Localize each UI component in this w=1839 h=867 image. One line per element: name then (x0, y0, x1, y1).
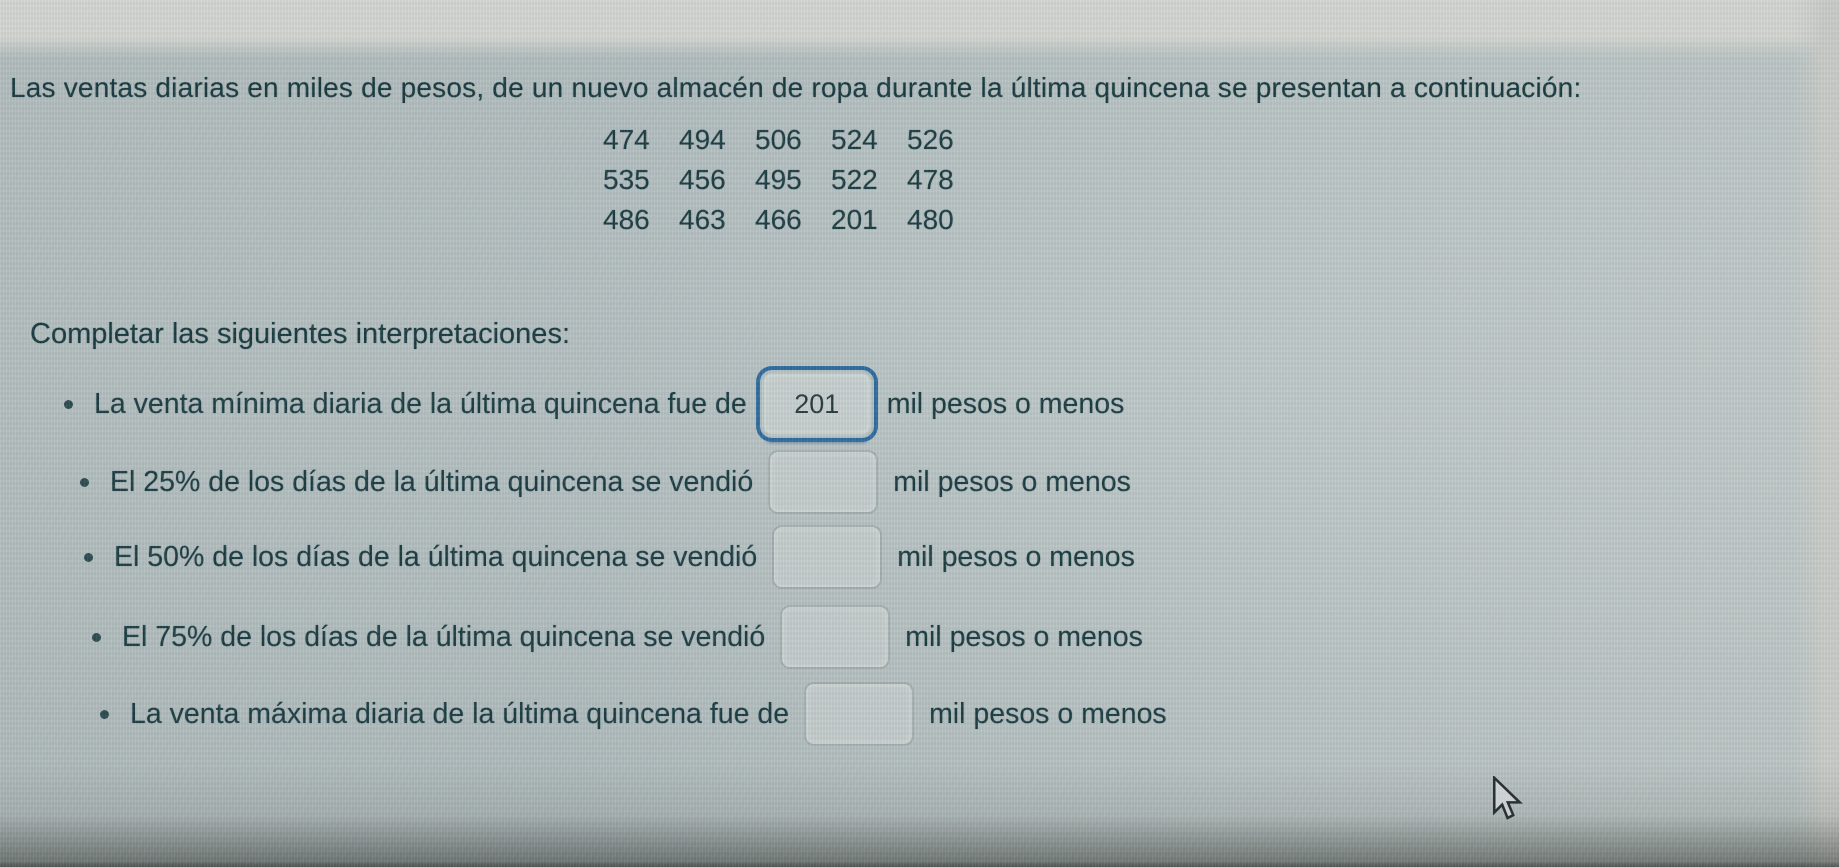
bullet-icon (92, 632, 101, 642)
answer-field-wrapper (768, 450, 879, 514)
sales-value: 495 (755, 164, 802, 195)
arrow-cursor-icon (1492, 776, 1523, 820)
percentile-50-input[interactable] (772, 525, 883, 589)
interpretation-prefix: El 75% de los días de la última quincena… (122, 620, 766, 653)
interpretation-row-minimum: La venta mínima diaria de la última quin… (64, 364, 1124, 444)
sales-value: 480 (907, 204, 954, 235)
sales-value: 535 (603, 164, 650, 195)
sales-data-table: 474 494 506 524 526 535 456 495 522 478 … (603, 124, 983, 235)
interpretation-suffix: mil pesos o menos (905, 620, 1143, 653)
sales-value: 463 (679, 204, 726, 235)
answer-field-wrapper (804, 682, 915, 746)
interpretation-row-percentile-75: El 75% de los días de la última quincena… (92, 597, 1143, 677)
interpretation-prefix: El 50% de los días de la última quincena… (114, 540, 758, 573)
instruction-text: Completar las siguientes interpretacione… (30, 318, 570, 350)
interpretation-row-percentile-25: El 25% de los días de la última quincena… (80, 442, 1131, 522)
sales-value: 526 (907, 124, 954, 155)
minimum-sale-input[interactable] (761, 372, 872, 436)
bullet-icon (84, 552, 93, 562)
answer-field-wrapper (780, 605, 891, 669)
exercise-prompt: Las ventas diarias en miles de pesos, de… (10, 72, 1582, 103)
interpretation-prefix: El 25% de los días de la última quincena… (110, 465, 754, 498)
answer-field-wrapper (761, 372, 872, 436)
sales-value: 456 (679, 164, 726, 195)
sales-value: 466 (755, 204, 802, 235)
sales-value: 524 (831, 124, 878, 155)
interpretation-suffix: mil pesos o menos (893, 465, 1131, 498)
interpretation-suffix: mil pesos o menos (886, 387, 1125, 420)
interpretation-suffix: mil pesos o menos (929, 697, 1167, 730)
sales-value: 486 (603, 204, 650, 235)
sales-value: 478 (907, 164, 954, 195)
answer-field-wrapper (772, 525, 883, 589)
sales-value: 522 (831, 164, 878, 195)
interpretation-suffix: mil pesos o menos (897, 540, 1135, 573)
bullet-icon (100, 709, 109, 719)
sales-value: 201 (831, 204, 878, 235)
sales-value: 506 (755, 124, 802, 155)
interpretation-prefix: La venta máxima diaria de la última quin… (130, 697, 790, 730)
sales-value: 474 (603, 124, 650, 155)
maximum-sale-input[interactable] (804, 682, 915, 746)
interpretation-row-percentile-50: El 50% de los días de la última quincena… (84, 517, 1135, 597)
percentile-25-input[interactable] (768, 450, 879, 514)
bullet-icon (80, 477, 89, 487)
interpretation-prefix: La venta mínima diaria de la última quin… (94, 387, 747, 420)
percentile-75-input[interactable] (780, 605, 891, 669)
sales-value: 494 (679, 124, 726, 155)
interpretation-row-maximum: La venta máxima diaria de la última quin… (100, 674, 1167, 754)
bullet-icon (64, 399, 73, 409)
